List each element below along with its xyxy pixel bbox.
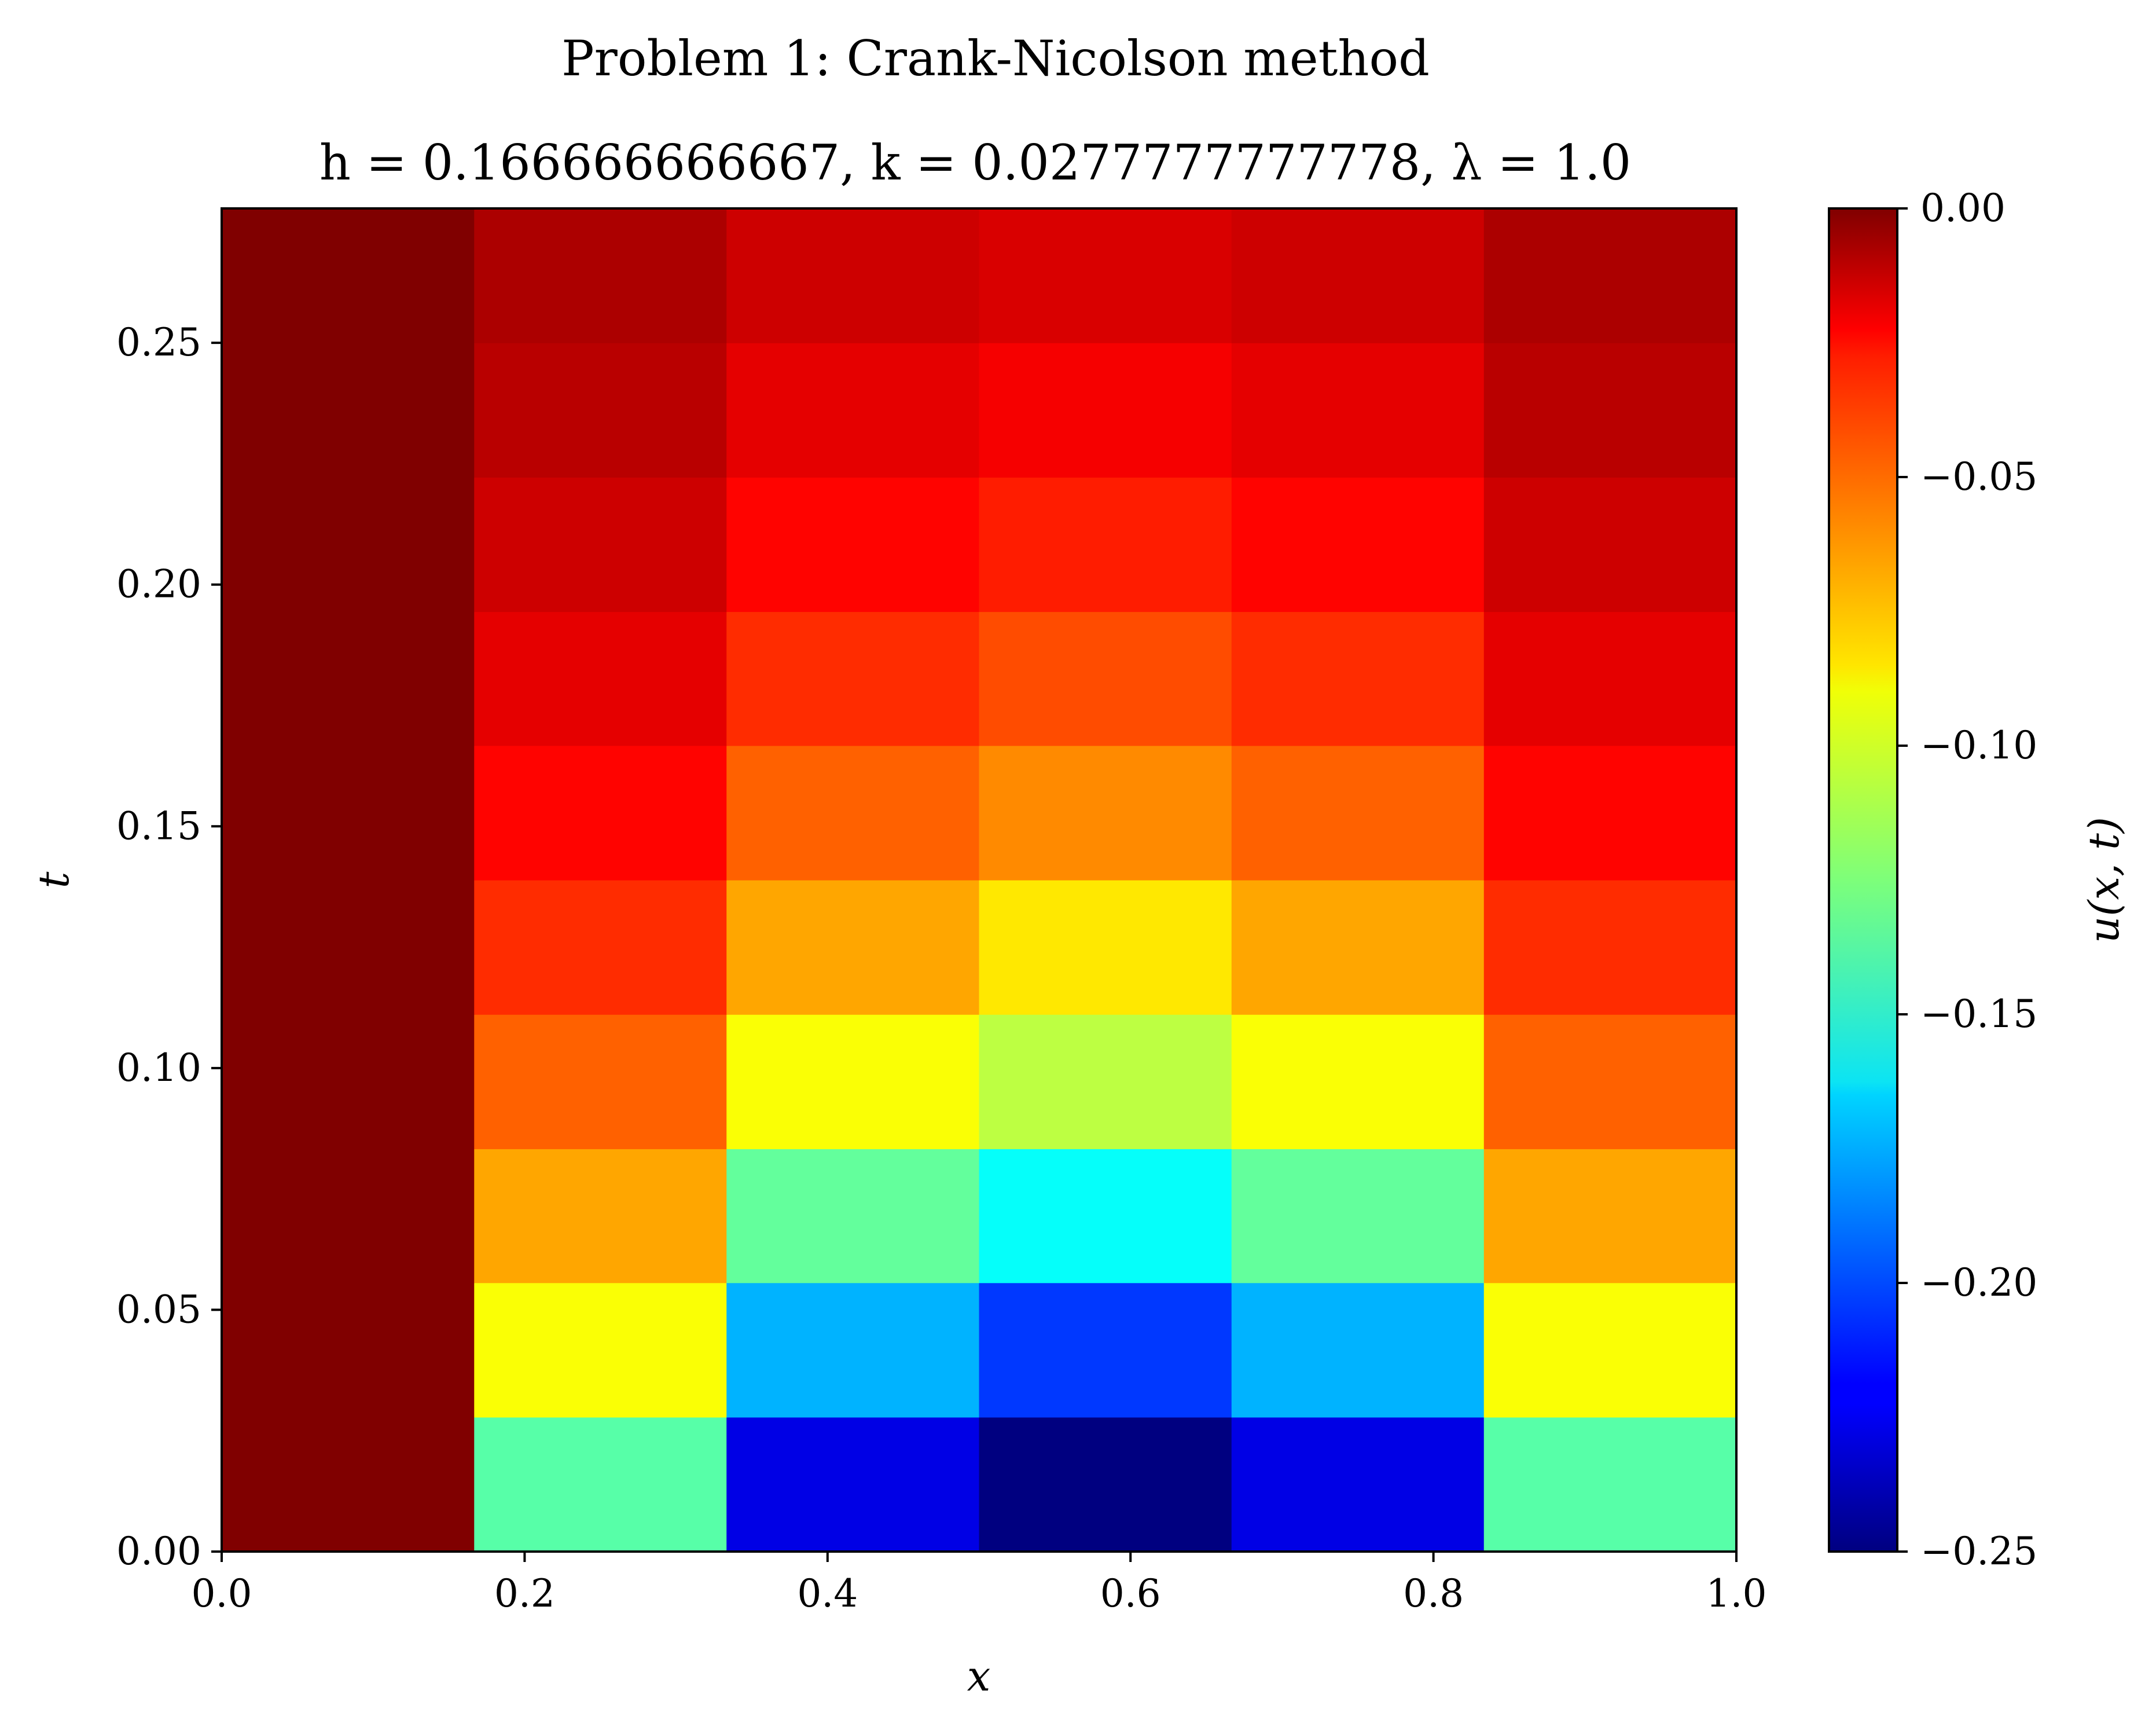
colorbar-tick-label: −0.15 bbox=[1920, 992, 2037, 1036]
heatmap-cell bbox=[979, 1149, 1232, 1284]
heatmap-cells bbox=[222, 208, 1737, 1552]
heatmap-cell bbox=[726, 880, 980, 1015]
y-tick-label: 0.10 bbox=[116, 1046, 201, 1090]
y-tick-label: 0.00 bbox=[116, 1529, 201, 1574]
y-tick-label: 0.05 bbox=[116, 1287, 201, 1332]
heatmap-cell bbox=[474, 208, 727, 343]
heatmap-cell bbox=[474, 611, 727, 746]
heatmap-cell bbox=[726, 208, 980, 343]
heatmap-cell bbox=[1483, 1282, 1737, 1418]
heatmap-cell bbox=[474, 1149, 727, 1284]
heatmap-cell bbox=[1483, 1149, 1737, 1284]
x-axis-label: x bbox=[967, 1652, 991, 1700]
heatmap-cell bbox=[1231, 343, 1485, 478]
heatmap-cell bbox=[1231, 745, 1485, 881]
heatmap-cell bbox=[474, 477, 727, 613]
heatmap-cell bbox=[979, 343, 1232, 478]
plot-frame bbox=[221, 207, 1738, 1553]
heatmap-cell bbox=[222, 880, 475, 1015]
heatmap-cell bbox=[222, 477, 475, 613]
x-tick-label: 1.0 bbox=[1706, 1571, 1767, 1616]
heatmap-cell bbox=[1483, 343, 1737, 478]
heatmap-cell bbox=[726, 1417, 980, 1552]
heatmap-cell bbox=[979, 880, 1232, 1015]
colorbar-tick-label: −0.10 bbox=[1920, 723, 2037, 768]
heatmap-cell bbox=[1483, 1417, 1737, 1552]
heatmap-cell bbox=[1483, 208, 1737, 343]
heatmap-cell bbox=[726, 477, 980, 613]
heatmap-cell bbox=[979, 745, 1232, 881]
heatmap-cell bbox=[474, 343, 727, 478]
heatmap-cell bbox=[222, 745, 475, 881]
colorbar-tick-label: −0.20 bbox=[1920, 1260, 2037, 1305]
heatmap-cell bbox=[1231, 208, 1485, 343]
heatmap-cell bbox=[1231, 611, 1485, 746]
heatmap-cell bbox=[1483, 611, 1737, 746]
colorbar bbox=[1828, 207, 1898, 1553]
heatmap-cell bbox=[222, 611, 475, 746]
x-tick-label: 0.4 bbox=[797, 1571, 858, 1616]
heatmap-cell bbox=[222, 1282, 475, 1418]
figure-suptitle: Problem 1: Crank-Nicolson method bbox=[561, 30, 1430, 87]
heatmap-cell bbox=[726, 1282, 980, 1418]
heatmap-cell bbox=[474, 745, 727, 881]
x-tick-label: 0.8 bbox=[1403, 1571, 1464, 1616]
heatmap-cell bbox=[1483, 477, 1737, 613]
heatmap-cell bbox=[1231, 1014, 1485, 1149]
heatmap-cell bbox=[979, 477, 1232, 613]
heatmap-cell bbox=[979, 1282, 1232, 1418]
colorbar-tick-label: −0.25 bbox=[1920, 1529, 2037, 1574]
heatmap-cell bbox=[474, 1014, 727, 1149]
y-axis-ticks: 0.00 0.05 0.10 0.15 0.20 0.25 bbox=[116, 320, 222, 1574]
heatmap-cell bbox=[1231, 1417, 1485, 1552]
heatmap-cell bbox=[1483, 880, 1737, 1015]
y-tick-label: 0.20 bbox=[116, 562, 201, 607]
heatmap-cell bbox=[1231, 880, 1485, 1015]
heatmap-cell bbox=[1483, 745, 1737, 881]
y-tick-label: 0.25 bbox=[116, 320, 201, 365]
heatmap-cell bbox=[979, 208, 1232, 343]
heatmap-cell bbox=[726, 343, 980, 478]
colorbar-label: u(x, t) bbox=[2080, 817, 2128, 943]
heatmap-cell bbox=[1231, 1149, 1485, 1284]
heatmap-cell bbox=[979, 611, 1232, 746]
heatmap-cell bbox=[726, 1149, 980, 1284]
colorbar-tick-label: −0.05 bbox=[1920, 454, 2037, 499]
heatmap-cell bbox=[474, 1282, 727, 1418]
x-tick-label: 0.2 bbox=[494, 1571, 555, 1616]
heatmap-cell bbox=[979, 1417, 1232, 1552]
x-axis-ticks: 0.0 0.2 0.4 0.6 0.8 1.0 bbox=[192, 1552, 1767, 1616]
heatmap-cell bbox=[222, 1417, 475, 1552]
heatmap-cell bbox=[979, 1014, 1232, 1149]
heatmap-cell bbox=[474, 880, 727, 1015]
chart-title: h = 0.166666666667, k = 0.0277777777778,… bbox=[319, 134, 1631, 191]
y-tick-label: 0.15 bbox=[116, 804, 201, 848]
heatmap-cell bbox=[1231, 477, 1485, 613]
heatmap-cell bbox=[222, 1014, 475, 1149]
heatmap-cell bbox=[222, 343, 475, 478]
heatmap-cell bbox=[1231, 1282, 1485, 1418]
heatmap-cell bbox=[726, 1014, 980, 1149]
heatmap-cell bbox=[222, 208, 475, 343]
heatmap-cell bbox=[222, 1149, 475, 1284]
colorbar-tick-label: 0.00 bbox=[1920, 186, 2006, 230]
x-tick-label: 0.0 bbox=[192, 1571, 252, 1616]
heatmap-cell bbox=[726, 611, 980, 746]
heatmap-cell bbox=[726, 745, 980, 881]
colorbar-ticks: 0.00 −0.05 −0.10 −0.15 −0.20 −0.25 bbox=[1897, 186, 2037, 1574]
heatmap-cell bbox=[474, 1417, 727, 1552]
x-tick-label: 0.6 bbox=[1100, 1571, 1161, 1616]
y-axis-label: t bbox=[30, 871, 78, 888]
heatmap-cell bbox=[1483, 1014, 1737, 1149]
